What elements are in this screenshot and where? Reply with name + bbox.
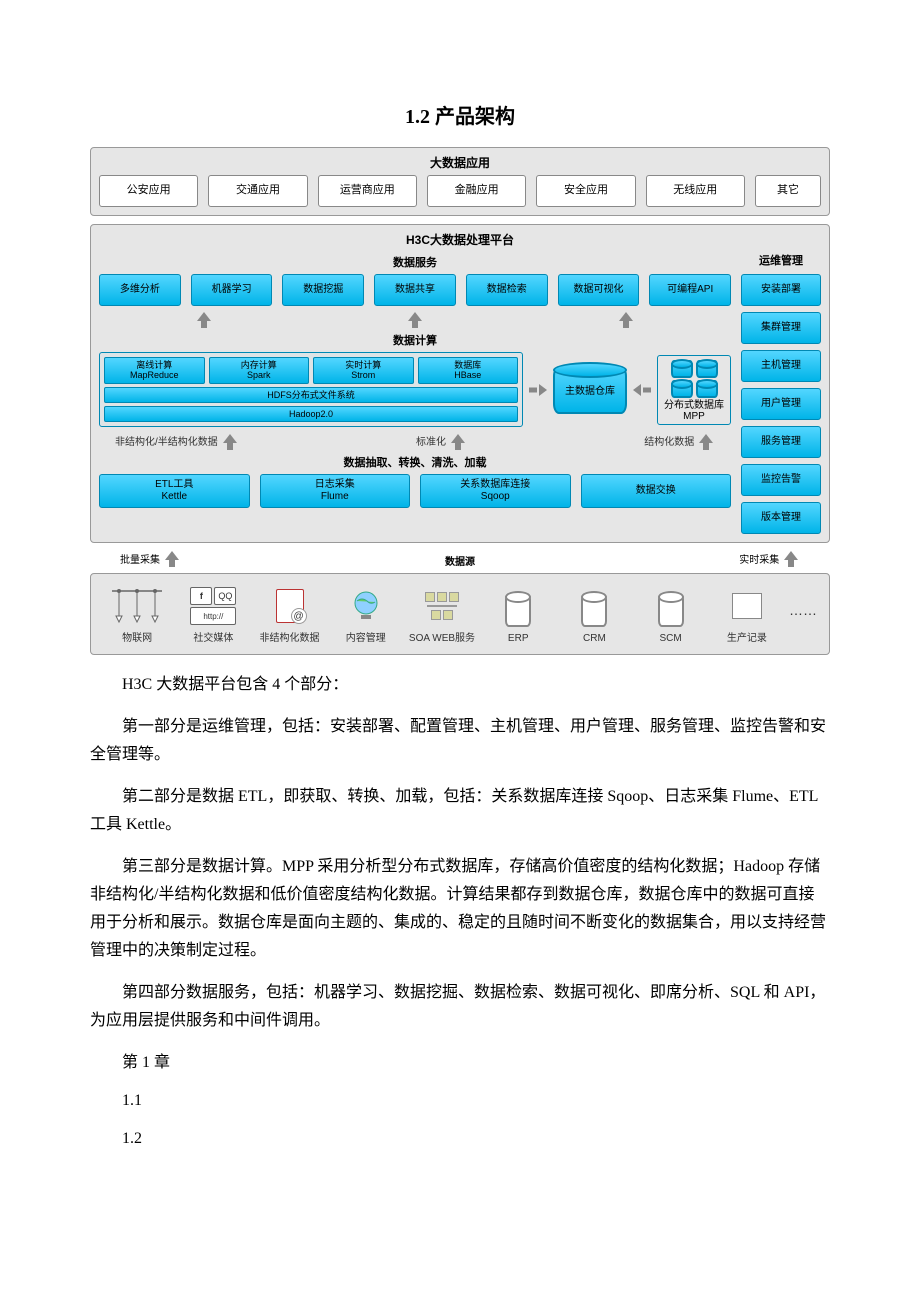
ops-box: 集群管理 — [741, 312, 821, 344]
records-icon — [732, 593, 762, 619]
arrow-up-icon — [449, 434, 467, 452]
compute-title: 数据计算 — [99, 332, 731, 348]
list-item: 第 1 章 — [90, 1049, 830, 1077]
soa-icon — [425, 592, 459, 602]
paragraph: 第四部分数据服务，包括：机器学习、数据挖掘、数据检索、数据可视化、即席分析、SQ… — [90, 979, 830, 1035]
source-unstructured: 非结构化数据 — [255, 586, 323, 644]
arrow-up-icon — [782, 551, 800, 569]
arrow-label: 结构化数据 — [644, 433, 715, 451]
svc-box: 机器学习 — [191, 274, 273, 306]
source-erp: ERP — [484, 590, 552, 644]
svc-box: 可编程API — [649, 274, 731, 306]
ops-sidebar-title: 运维管理 — [741, 252, 821, 268]
arrow-up-icon — [697, 434, 715, 452]
db-icon — [505, 593, 531, 627]
svc-box: 数据检索 — [466, 274, 548, 306]
hadoop-cell: 实时计算Strom — [313, 357, 414, 384]
ops-box: 服务管理 — [741, 426, 821, 458]
arrow-label: 标准化 — [416, 433, 467, 451]
sources-panel: 物联网 f QQ http:// 社交媒体 非结构化数据 — [90, 573, 830, 655]
social-icon: http:// — [190, 607, 236, 625]
db-icon — [658, 593, 684, 627]
arrow-up-icon — [221, 434, 239, 452]
services-title: 数据服务 — [99, 254, 731, 270]
ops-box: 安装部署 — [741, 274, 821, 306]
source-iot: 物联网 — [103, 586, 171, 644]
arrow-up-icon — [163, 551, 181, 569]
main-db-icon: 主数据仓库 — [553, 366, 627, 414]
iot-icon — [107, 586, 167, 626]
hadoop-cell: 离线计算MapReduce — [104, 357, 205, 384]
hadoop-cell: 内存计算Spark — [209, 357, 310, 384]
etl-box: 数据交换 — [581, 474, 732, 508]
apps-panel-title: 大数据应用 — [99, 154, 821, 171]
arrow-label: 实时采集 — [739, 551, 800, 569]
app-box: 运营商应用 — [318, 175, 417, 207]
ops-box: 监控告警 — [741, 464, 821, 496]
source-social: f QQ http:// 社交媒体 — [179, 586, 247, 644]
db-icon — [696, 380, 718, 398]
app-box: 其它 — [755, 175, 821, 207]
architecture-diagram: 大数据应用 公安应用 交通应用 运营商应用 金融应用 安全应用 无线应用 其它 … — [90, 147, 830, 655]
ops-box: 用户管理 — [741, 388, 821, 420]
source-prod: 生产记录 — [713, 586, 781, 644]
soa-icon — [431, 610, 453, 620]
ops-sidebar: 运维管理 安装部署 集群管理 主机管理 用户管理 服务管理 监控告警 版本管理 — [741, 252, 821, 534]
paragraph: H3C 大数据平台包含 4 个部分： — [90, 671, 830, 699]
arrow-up-icon — [617, 312, 635, 330]
platform-panel-title: H3C大数据处理平台 — [99, 231, 821, 248]
list-item: 1.2 — [90, 1125, 830, 1153]
etl-box: 日志采集Flume — [260, 474, 411, 508]
list-item: 1.1 — [90, 1087, 830, 1115]
ops-box: 主机管理 — [741, 350, 821, 382]
arrow-up-icon — [195, 312, 213, 330]
arrow-up-icon — [406, 312, 424, 330]
arrow-label: 非结构化/半结构化数据 — [115, 433, 239, 451]
sources-title: 数据源 — [445, 553, 475, 568]
etl-box: 关系数据库连接Sqoop — [420, 474, 571, 508]
source-scm: SCM — [637, 590, 705, 644]
source-cms: 内容管理 — [332, 586, 400, 644]
app-box: 公安应用 — [99, 175, 198, 207]
hadoop-cell: HDFS分布式文件系统 — [104, 387, 518, 403]
arrow-left-icon — [633, 383, 651, 397]
ops-box: 版本管理 — [741, 502, 821, 534]
paragraph: 第一部分是运维管理，包括：安装部署、配置管理、主机管理、用户管理、服务管理、监控… — [90, 713, 830, 769]
app-box: 无线应用 — [646, 175, 745, 207]
hadoop-cell: 数据库HBase — [418, 357, 519, 384]
social-icon: f — [190, 587, 212, 605]
mpp-block: 分布式数据库MPP — [657, 355, 731, 425]
paragraph: 第三部分是数据计算。MPP 采用分析型分布式数据库，存储高价值密度的结构化数据；… — [90, 853, 830, 965]
document-icon — [276, 589, 304, 623]
platform-panel: H3C大数据处理平台 数据服务 多维分析 机器学习 数据挖掘 数据共享 数据检索… — [90, 224, 830, 543]
db-icon — [671, 360, 693, 378]
db-icon — [671, 380, 693, 398]
svc-box: 多维分析 — [99, 274, 181, 306]
source-crm: CRM — [560, 590, 628, 644]
arrow-right-icon — [529, 383, 547, 397]
svc-box: 数据挖掘 — [282, 274, 364, 306]
db-icon — [581, 593, 607, 627]
svc-box: 数据可视化 — [558, 274, 640, 306]
db-icon — [696, 360, 718, 378]
etl-box: ETL工具Kettle — [99, 474, 250, 508]
arrow-label: 批量采集 — [120, 551, 181, 569]
svc-box: 数据共享 — [374, 274, 456, 306]
source-soa: SOA WEB服务 — [408, 586, 476, 644]
etl-title: 数据抽取、转换、清洗、加载 — [99, 454, 731, 470]
apps-panel: 大数据应用 公安应用 交通应用 运营商应用 金融应用 安全应用 无线应用 其它 — [90, 147, 830, 216]
paragraph: 第二部分是数据 ETL，即获取、转换、加载，包括：关系数据库连接 Sqoop、日… — [90, 783, 830, 839]
app-box: 金融应用 — [427, 175, 526, 207]
hadoop-block: 离线计算MapReduce 内存计算Spark 实时计算Strom 数据库HBa… — [99, 352, 523, 427]
section-heading: 1.2 产品架构 — [90, 100, 830, 129]
globe-icon — [349, 589, 383, 623]
hadoop-cell: Hadoop2.0 — [104, 406, 518, 422]
app-box: 交通应用 — [208, 175, 307, 207]
body-text: H3C 大数据平台包含 4 个部分： 第一部分是运维管理，包括：安装部署、配置管… — [90, 671, 830, 1153]
social-icon: QQ — [214, 587, 236, 605]
app-box: 安全应用 — [536, 175, 635, 207]
source-more: …… — [789, 590, 817, 644]
